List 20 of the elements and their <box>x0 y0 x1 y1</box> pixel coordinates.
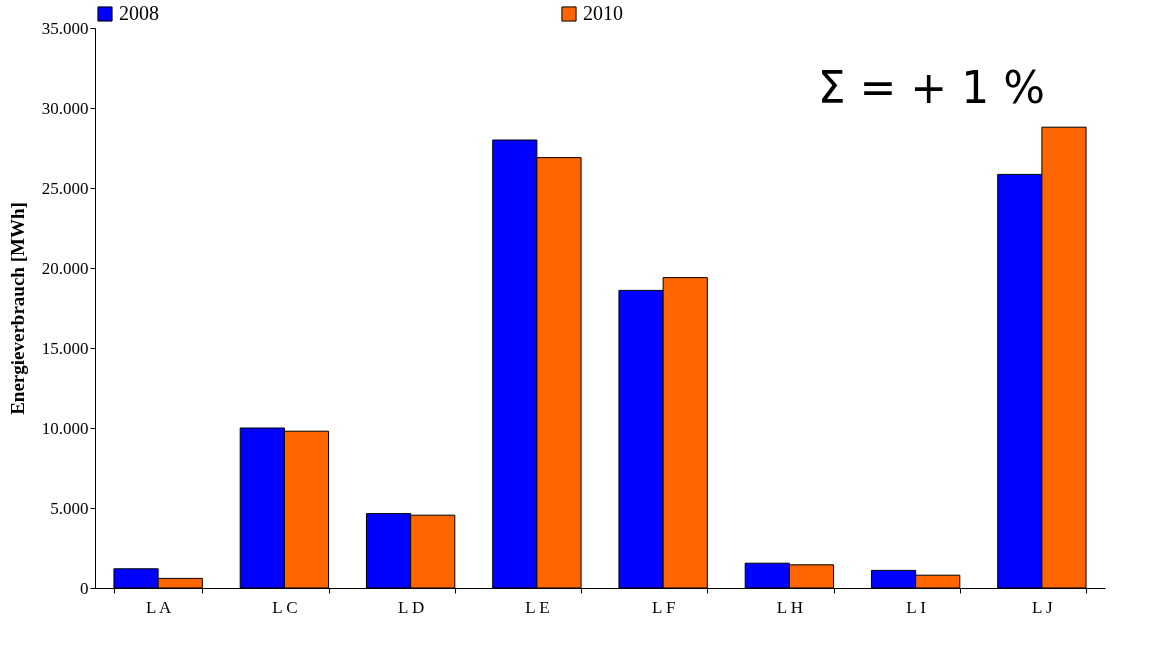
y-tick-label: 10.000 <box>41 418 89 438</box>
y-tick-label: 15.000 <box>41 338 89 358</box>
y-tick-label: 5.000 <box>50 498 89 518</box>
y-tick-label: 25.000 <box>41 178 89 198</box>
x-tick-label: L F <box>651 597 676 617</box>
x-tick-label: L C <box>272 597 298 617</box>
x-tick-label: L I <box>906 597 927 617</box>
legend-label: 2008 <box>119 2 159 24</box>
legend-label: 2010 <box>583 2 623 24</box>
annotation: Σ = + 1 % <box>817 62 1045 113</box>
x-tick-label: L D <box>397 597 425 617</box>
x-tick-label: L J <box>1032 597 1054 617</box>
y-tick-label: 30.000 <box>41 98 89 118</box>
y-axis-title: Energieverbrauch [MWh] <box>6 202 28 415</box>
x-tick-label: L E <box>525 597 550 617</box>
x-tick-label: L A <box>145 597 173 617</box>
y-tick-label: 20.000 <box>41 258 89 278</box>
x-tick-label: L H <box>776 597 804 617</box>
y-tick-label: 35.000 <box>41 18 89 38</box>
y-tick-label: 0 <box>80 578 89 598</box>
